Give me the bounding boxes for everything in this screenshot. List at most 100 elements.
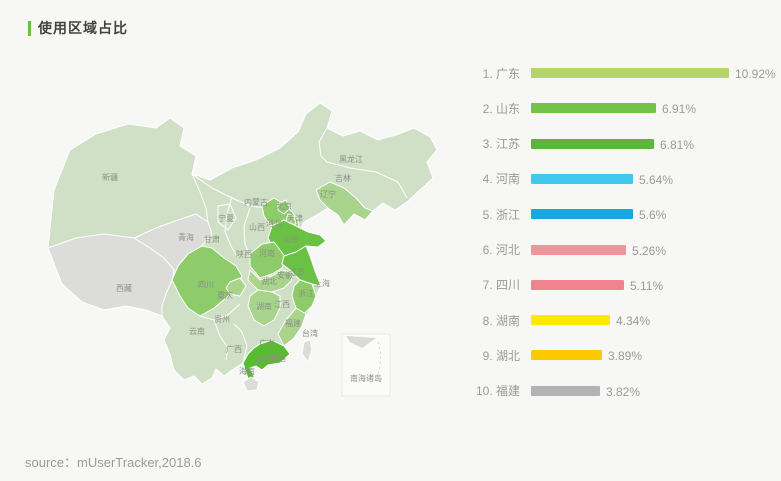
map-label: 海南 (239, 366, 255, 376)
map-label: 北京 (276, 201, 292, 211)
map-label: 辽宁 (320, 189, 336, 199)
rank-value: 6.81% (660, 137, 695, 152)
rank-value: 5.11% (630, 278, 664, 293)
rank-bar[interactable] (531, 68, 729, 78)
map-label: 贵州 (214, 314, 230, 324)
map-label: 湖南 (256, 301, 272, 311)
ranking-row: 8. 湖南 4.34% (0, 313, 781, 329)
map-label: 吉林 (335, 173, 351, 183)
rank-value: 5.64% (639, 172, 674, 187)
map-label: 天津 (287, 213, 303, 223)
ranking-row: 6. 河北 5.26% (0, 243, 781, 258)
rank-label: 3. 江苏 (482, 137, 520, 152)
rank-bar[interactable] (531, 103, 656, 114)
border-guizhou-yunnan (199, 303, 241, 321)
border-heilongjiang-jilin (326, 161, 408, 199)
map-label: 安徽 (277, 270, 293, 280)
map-label: 甘肃 (204, 234, 220, 244)
rank-label: 2. 山东 (482, 101, 520, 116)
rank-bar[interactable] (531, 244, 626, 255)
map-label: 江苏 (289, 267, 305, 277)
province-jiangsu[interactable] (281, 245, 322, 287)
rank-bar[interactable] (531, 315, 610, 326)
map-label: 香港 (270, 353, 286, 363)
source-note: source：mUserTracker,2018.6 (25, 455, 202, 470)
ranking-row: 3. 江苏 6.81% (0, 137, 781, 152)
rank-label: 10. 福建 (475, 384, 520, 399)
rank-label: 5. 浙江 (482, 207, 520, 222)
map-label: 澳门 (255, 355, 271, 365)
border-yunnan-guangxi (213, 319, 229, 361)
rank-bar[interactable] (531, 209, 633, 220)
map-label: 福建 (285, 318, 301, 328)
map-label: 重庆 (217, 290, 233, 300)
rank-value: 5.6% (639, 208, 667, 223)
inset-dash-line (375, 341, 382, 381)
map-label: 云南 (189, 326, 205, 336)
map-label: 山东 (283, 234, 299, 244)
rank-value: 3.82% (606, 384, 641, 399)
chart-title-block: 使用区域占比 (28, 18, 128, 38)
rank-label: 6. 河北 (482, 243, 520, 257)
rank-value: 10.92% (735, 67, 776, 81)
map-label: 广西 (226, 344, 242, 354)
map-label: 湖北 (261, 277, 277, 286)
province-chongqing[interactable] (225, 277, 247, 297)
rank-bar[interactable] (531, 279, 624, 290)
map-label: 江西 (274, 300, 290, 309)
province-taiwan[interactable] (301, 339, 313, 363)
ranking-row: 9. 湖北 3.89% (0, 348, 781, 364)
province-hunan[interactable] (247, 289, 281, 327)
china-map[interactable]: 新疆 西藏 青海 甘肃 内蒙古 宁夏 陕西 山西 河北 北京 天津 山东 河南 安徽 江苏 上海 浙江 湖北 江西湖… (28, 58, 458, 418)
map-label: 上海 (314, 278, 330, 288)
ranking-row: 7. 四川 5.11% (0, 278, 781, 293)
rank-label: 7. 四川 (482, 278, 520, 293)
rank-value: 4.34% (616, 314, 651, 329)
province-fujian[interactable] (277, 307, 307, 347)
province-hainan[interactable] (242, 376, 260, 392)
map-label: 青海 (178, 232, 194, 242)
rank-label: 9. 湖北 (482, 348, 520, 363)
map-label: 南海诸岛 (350, 373, 382, 383)
map-label: 内蒙古 (244, 197, 268, 207)
province-beijing[interactable] (277, 199, 291, 215)
rank-label: 4. 河南 (482, 172, 520, 187)
map-label: 广东 (259, 338, 275, 348)
south-china-sea-inset (341, 333, 391, 397)
map-label: 河南 (259, 248, 275, 258)
border-innermongolia-south (191, 173, 265, 209)
ranking-row: 1. 广东 10.92% (0, 66, 781, 82)
border-shanxi-shaanxi (243, 207, 251, 257)
map-label: 山西 (249, 222, 265, 232)
province-guangdong[interactable] (242, 339, 291, 389)
rank-bar[interactable] (531, 385, 600, 396)
title-accent-bar (28, 20, 31, 36)
rank-value: 6.91% (662, 102, 697, 117)
map-label: 宁夏 (218, 213, 234, 223)
inset-box (341, 333, 391, 397)
map-label: 浙江 (298, 288, 314, 298)
ranking-row: 2. 山东 6.91% (0, 101, 781, 117)
map-label: 河北 (266, 218, 282, 228)
province-liaoning[interactable] (315, 181, 374, 226)
rank-bar[interactable] (531, 173, 633, 184)
ranking-row: 5. 浙江 5.6% (0, 207, 781, 223)
map-label: 四川 (198, 280, 214, 289)
map-label: 陕西 (236, 249, 252, 259)
province-hubei[interactable] (247, 269, 293, 293)
rank-label: 8. 湖南 (482, 313, 520, 328)
rank-label: 1. 广东 (482, 66, 520, 81)
ranking-row: 10. 福建 3.82% (0, 384, 781, 399)
map-label: 西藏 (116, 283, 132, 293)
map-label: 黑龙江 (339, 154, 363, 164)
rank-bar[interactable] (531, 138, 654, 149)
rank-bar[interactable] (531, 350, 602, 361)
border-ningxia (217, 203, 237, 231)
page-title: 使用区域占比 (38, 20, 128, 36)
rank-value: 3.89% (608, 349, 643, 364)
border-xinjiang-gansu (191, 173, 209, 223)
border-innermongolia-heilongjiang (318, 127, 328, 163)
border-guangxi-guangdong (233, 323, 248, 364)
